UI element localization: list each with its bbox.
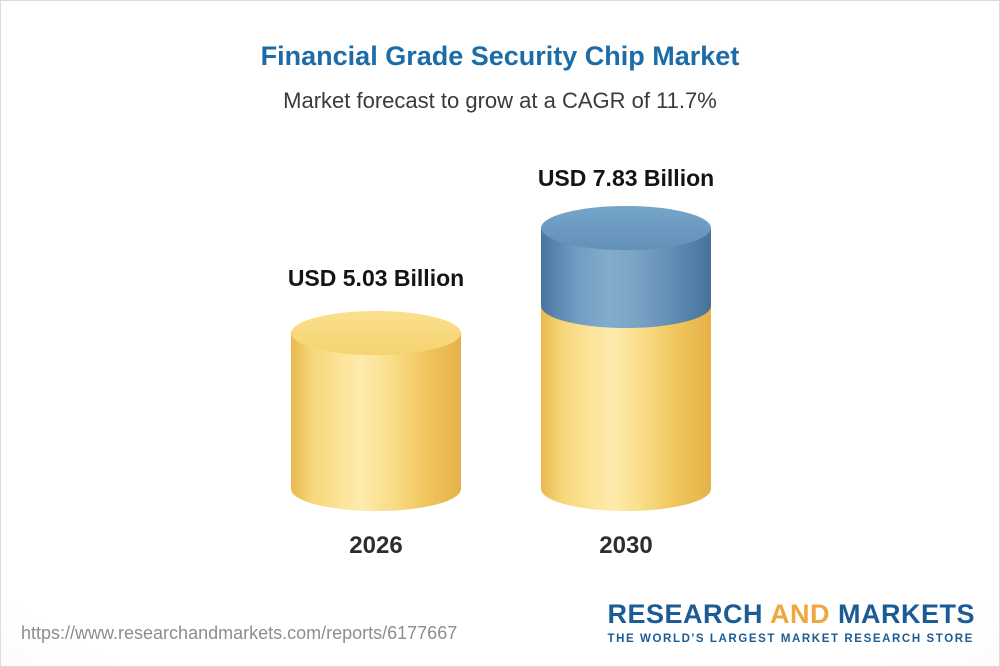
research-and-markets-logo: RESEARCH AND MARKETS THE WORLD'S LARGEST… bbox=[607, 599, 975, 645]
year-label-2030: 2030 bbox=[599, 532, 653, 559]
value-label-2026: USD 5.03 Billion bbox=[287, 265, 465, 291]
cylinder-cap-2030 bbox=[541, 206, 711, 250]
page-title: Financial Grade Security Chip Market bbox=[260, 41, 740, 71]
bar-cylinder-2026 bbox=[291, 311, 461, 511]
logo-word-and: AND bbox=[769, 599, 830, 629]
logo-word-markets: MARKETS bbox=[838, 599, 975, 629]
year-label-2026: 2026 bbox=[349, 532, 403, 559]
report-url-link[interactable]: https://www.researchandmarkets.com/repor… bbox=[21, 623, 458, 643]
bar-cylinder-2030-growth bbox=[541, 206, 711, 328]
bar-cylinder-2030-base bbox=[541, 306, 711, 511]
logo-wordmark: RESEARCH AND MARKETS bbox=[607, 599, 975, 630]
cylinder-body-2030-base bbox=[541, 306, 711, 511]
cylinder-cap-2026 bbox=[291, 311, 461, 355]
value-label-2030: USD 7.83 Billion bbox=[537, 165, 715, 191]
cylinder-body-2026 bbox=[291, 333, 461, 511]
logo-tagline: THE WORLD'S LARGEST MARKET RESEARCH STOR… bbox=[607, 633, 974, 645]
page-subtitle: Market forecast to grow at a CAGR of 11.… bbox=[283, 88, 717, 113]
logo-word-research: RESEARCH bbox=[607, 599, 763, 629]
